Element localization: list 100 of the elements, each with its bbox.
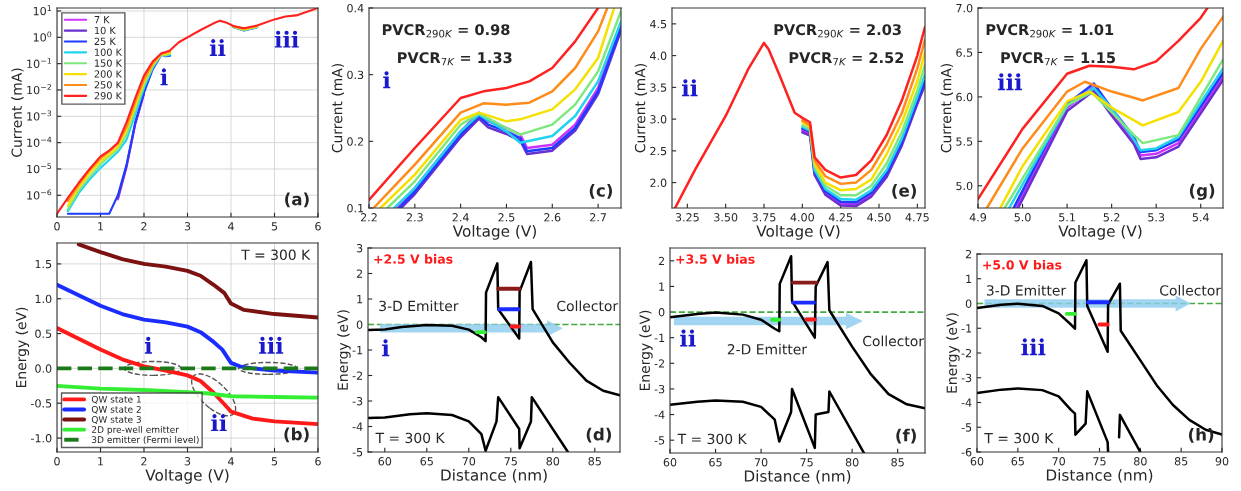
y-tick-label: -2 bbox=[654, 359, 665, 368]
x-tick-label: 80 bbox=[845, 458, 859, 467]
annotation: +5.0 V bias bbox=[983, 259, 1062, 270]
x-tick-label: 4.75 bbox=[905, 213, 929, 222]
y-tick-label: 3.0 bbox=[650, 115, 667, 124]
y-tick-label: 10$^{0}$ bbox=[33, 31, 52, 42]
y-axis-title: Current (mA) bbox=[331, 63, 345, 153]
annotation: iii bbox=[274, 30, 299, 48]
x-tick-label: 2.3 bbox=[406, 213, 423, 222]
x-tick-label: 3 bbox=[184, 222, 191, 231]
y-tick-label: -1 bbox=[961, 324, 972, 333]
y-tick-label: -5 bbox=[961, 423, 972, 432]
x-tick-label: 2.7 bbox=[590, 213, 606, 222]
x-tick-label: 85 bbox=[1174, 457, 1188, 466]
annotation: ii bbox=[680, 329, 696, 347]
annotation: PVCR$_{290K}$ = 2.03 bbox=[774, 24, 901, 38]
annotation: Collector bbox=[1160, 284, 1222, 296]
annotation: 2-D Emitter bbox=[727, 343, 808, 355]
annotation: PVCR$_{7K}$ = 1.33 bbox=[398, 52, 512, 66]
y-axis-title: Energy (eV) bbox=[946, 313, 960, 393]
y-tick-label: -5 bbox=[352, 448, 363, 457]
annotation: iii bbox=[259, 336, 284, 354]
y-tick-label: 2.5 bbox=[650, 146, 667, 156]
y-tick-label: 1 bbox=[966, 274, 972, 283]
y-tick-label: 1 bbox=[659, 282, 665, 291]
y-axis-title: Energy (eV) bbox=[337, 310, 351, 390]
y-tick-label: 2 bbox=[356, 269, 363, 278]
y-tick-label: 0.5 bbox=[35, 329, 52, 338]
y-tick-label: 5.0 bbox=[956, 181, 973, 191]
annotation: (c) bbox=[589, 183, 613, 199]
x-tick-label: 2.2 bbox=[360, 213, 377, 222]
annotation: (f) bbox=[896, 428, 916, 444]
legend-label: 7 K bbox=[94, 16, 110, 24]
x-tick-label: 2 bbox=[141, 457, 147, 466]
x-tick-label: 65 bbox=[420, 457, 433, 466]
legend-label: 250 K bbox=[94, 81, 123, 89]
y-tick-label: -4 bbox=[352, 422, 363, 431]
y-tick-label: 6.0 bbox=[956, 92, 973, 102]
y-tick-label: -0.5 bbox=[31, 399, 52, 408]
annotation: PVCR$_{290K}$ = 0.98 bbox=[382, 24, 510, 38]
y-tick-label: 0 bbox=[658, 308, 665, 317]
annotation: Collector bbox=[557, 300, 619, 312]
legend-label: 2D pre-well emitter bbox=[91, 425, 179, 435]
annotation: +2.5 V bias bbox=[374, 254, 453, 264]
y-tick-label: 1 bbox=[357, 295, 363, 304]
y-tick-label: 10$^{−4}$ bbox=[27, 136, 52, 147]
x-tick-label: 4.00 bbox=[790, 213, 814, 222]
y-tick-label: 5.5 bbox=[956, 137, 973, 146]
y-tick-label: 3 bbox=[356, 243, 363, 253]
legend-label: QW state 1 bbox=[91, 395, 141, 404]
y-tick-label: 10$^{−3}$ bbox=[27, 110, 52, 121]
x-tick-label: 75 bbox=[800, 458, 813, 467]
y-axis-title: Energy (eV) bbox=[639, 310, 653, 391]
annotation: PVCR$_{7K}$ = 2.52 bbox=[789, 52, 904, 66]
annotation: (g) bbox=[1189, 183, 1215, 200]
y-tick-label: -4 bbox=[654, 410, 665, 419]
legend-label: 100 K bbox=[95, 48, 123, 56]
x-tick-label: 85 bbox=[588, 457, 601, 466]
legend-label: 150 K bbox=[95, 59, 123, 67]
x-tick-label: 5.2 bbox=[1103, 213, 1120, 222]
y-axis-title: Energy (eV) bbox=[15, 307, 30, 388]
annotation: (h) bbox=[1188, 427, 1214, 443]
legend-label: 25 K bbox=[94, 37, 116, 46]
y-tick-label: 0.4 bbox=[347, 3, 364, 13]
x-tick-label: 60 bbox=[378, 457, 392, 466]
y-tick-label: 10$^{1}$ bbox=[33, 5, 52, 16]
x-tick-label: 4.9 bbox=[969, 213, 987, 222]
y-tick-label: 1.5 bbox=[35, 260, 52, 269]
y-tick-label: -3 bbox=[654, 384, 665, 394]
y-tick-label: -2 bbox=[352, 371, 363, 380]
y-tick-label: -6 bbox=[961, 447, 972, 457]
x-tick-label: 5 bbox=[271, 457, 278, 466]
x-tick-label: 4 bbox=[228, 222, 234, 231]
annotation: T = 300 K bbox=[677, 433, 747, 445]
annotation: i bbox=[144, 336, 153, 354]
x-tick-label: 2.6 bbox=[544, 213, 561, 222]
y-tick-label: 0.0 bbox=[35, 364, 52, 373]
x-tick-label: 60 bbox=[970, 457, 984, 466]
x-tick-label: 0 bbox=[54, 457, 60, 466]
x-tick-label: 60 bbox=[663, 458, 677, 467]
annotation: ii bbox=[211, 414, 227, 431]
y-tick-label: 3.5 bbox=[650, 83, 667, 92]
annotation: i bbox=[383, 71, 391, 89]
y-axis-title: Current (mA) bbox=[11, 68, 24, 157]
y-tick-label: 1.0 bbox=[35, 294, 52, 304]
x-axis-title: Distance (nm) bbox=[1046, 469, 1153, 483]
x-axis-title: Voltage (V) bbox=[452, 225, 536, 240]
y-tick-label: 6.5 bbox=[956, 48, 973, 57]
x-tick-label: 3 bbox=[184, 457, 191, 466]
x-tick-label: 3.75 bbox=[752, 213, 776, 222]
legend-label: QW state 2 bbox=[91, 405, 141, 414]
x-tick-label: 4.50 bbox=[867, 213, 891, 222]
annotation: i bbox=[382, 339, 390, 357]
y-tick-label: -3 bbox=[352, 396, 363, 406]
annotation: i bbox=[160, 68, 168, 86]
x-axis-title: Distance (nm) bbox=[744, 470, 851, 484]
y-tick-label: 4.0 bbox=[650, 51, 667, 60]
x-tick-label: 80 bbox=[546, 457, 560, 466]
y-tick-label: 7.0 bbox=[956, 3, 973, 13]
y-tick-label: -4 bbox=[961, 398, 972, 407]
